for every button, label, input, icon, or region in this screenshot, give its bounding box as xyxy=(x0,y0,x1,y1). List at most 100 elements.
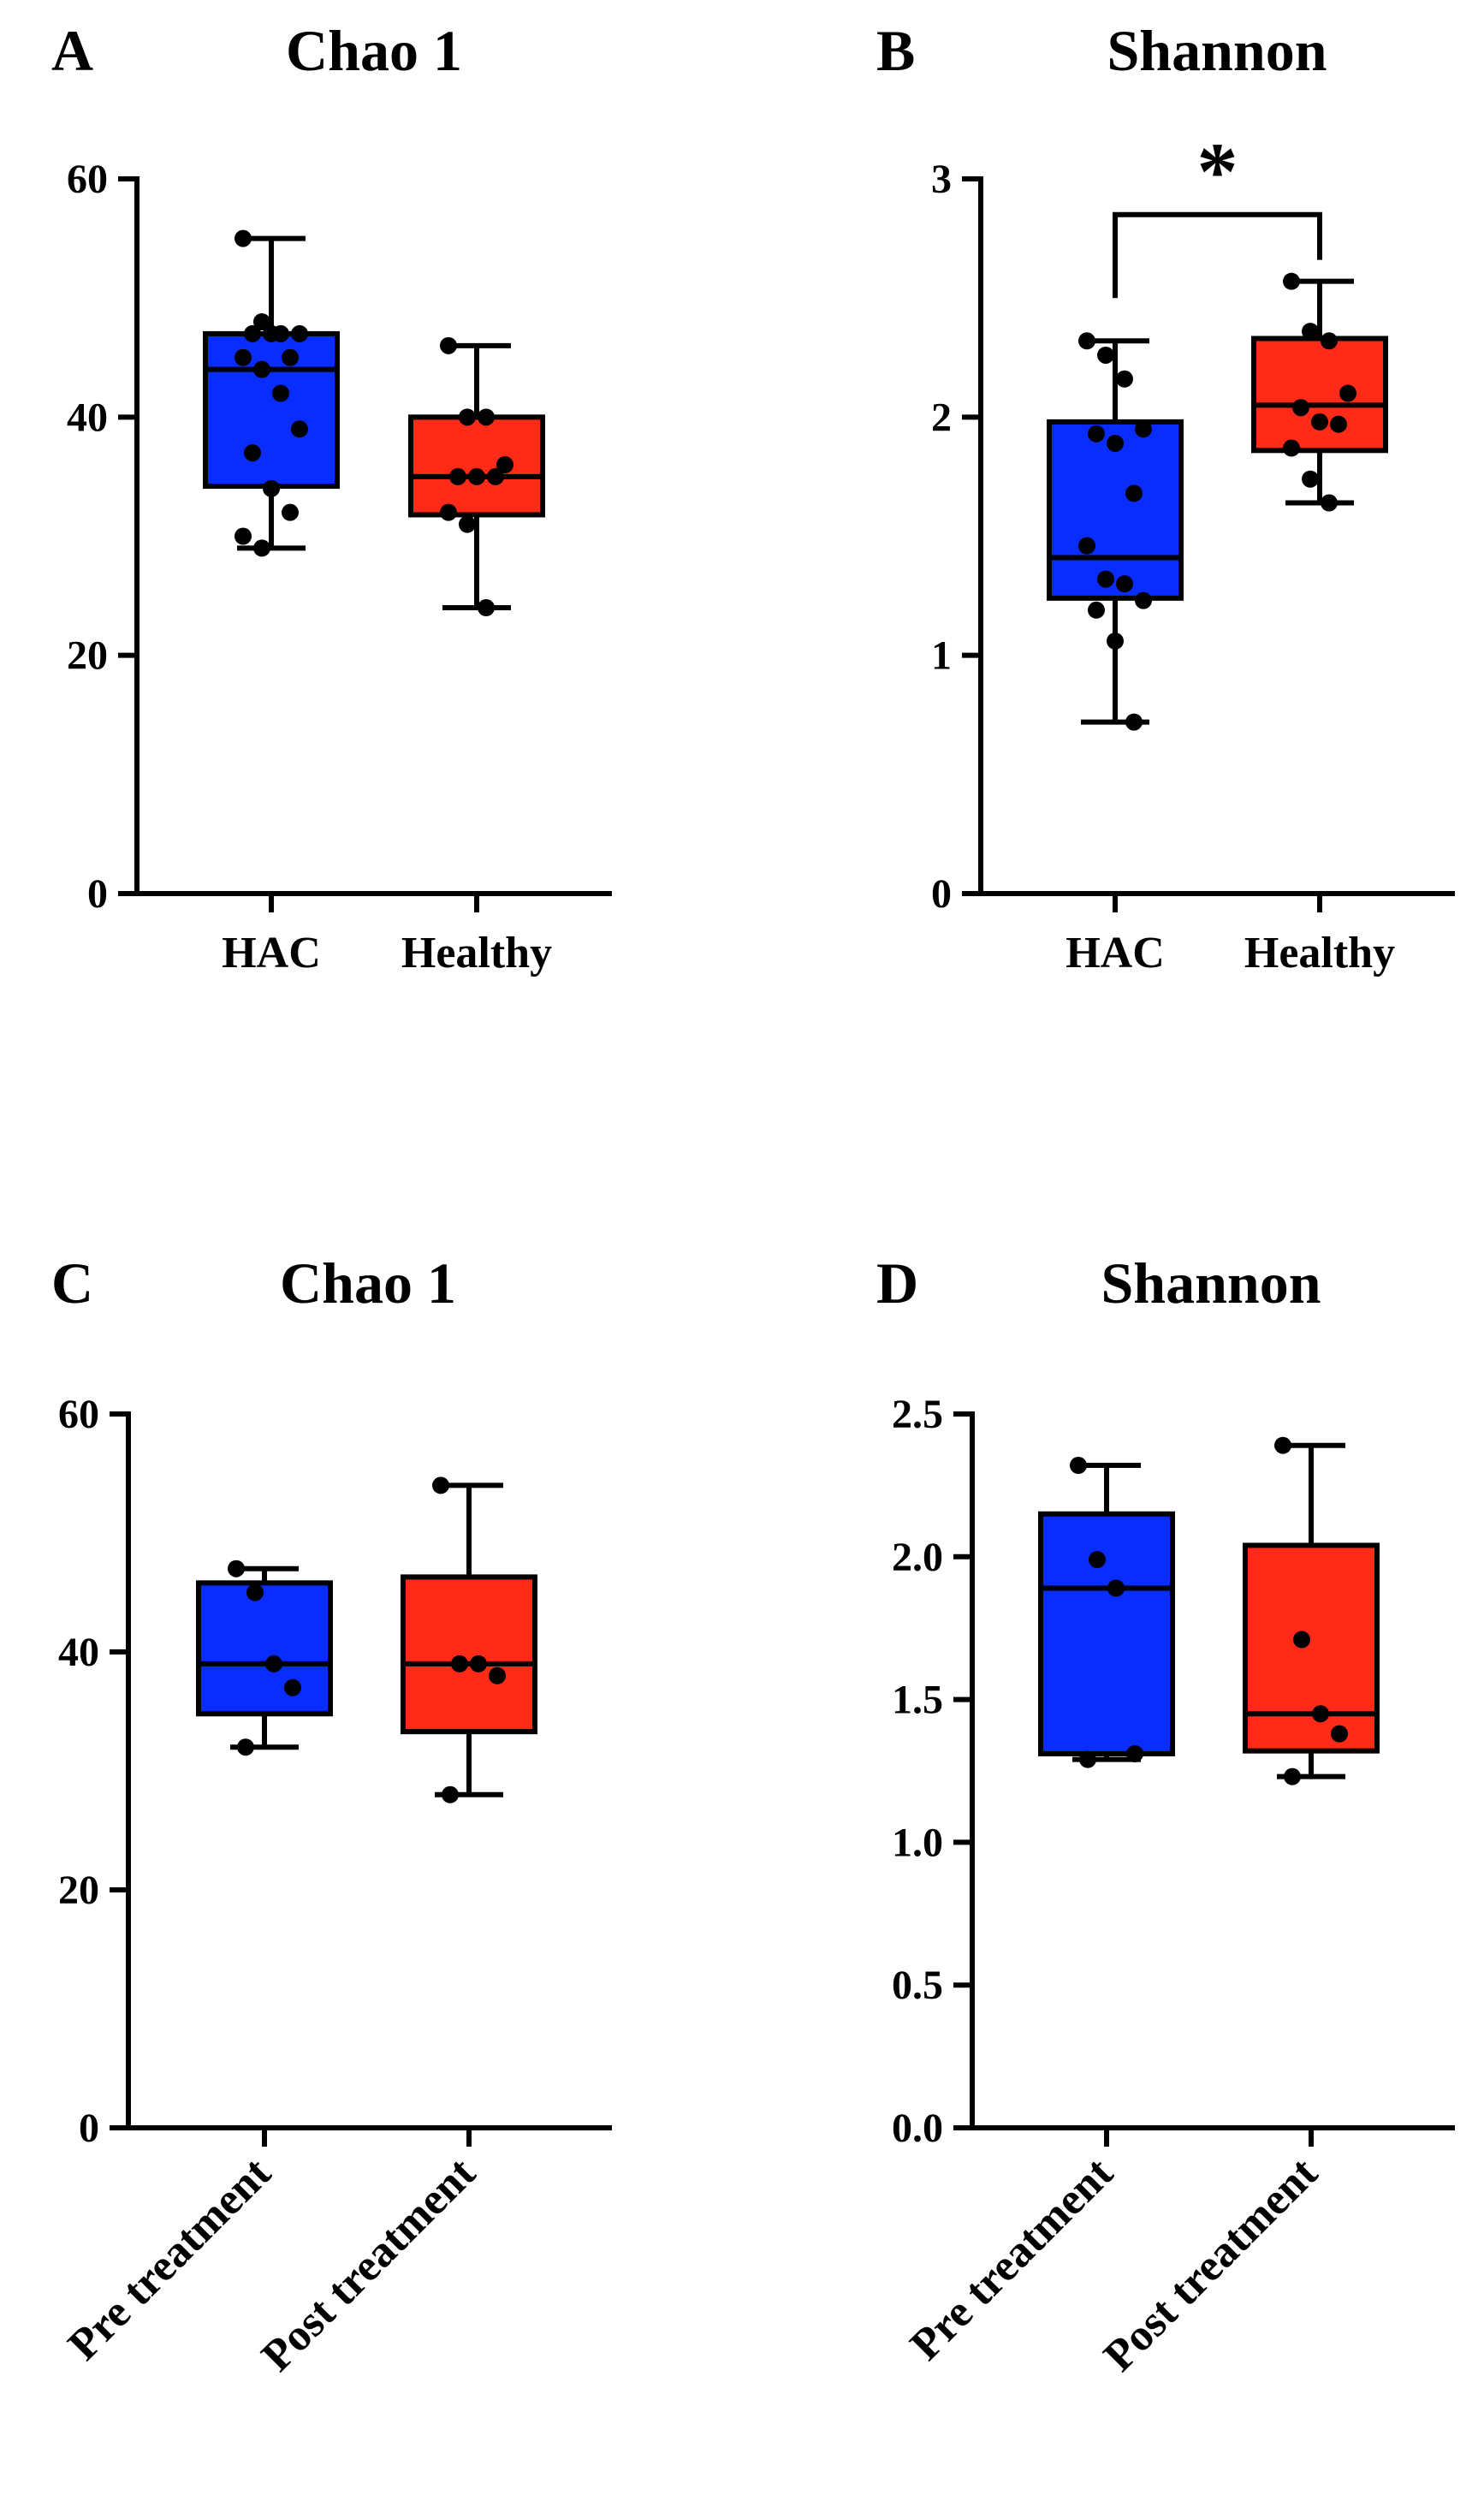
y-tick-label: 60 xyxy=(67,157,108,202)
data-point xyxy=(284,1678,301,1696)
data-point xyxy=(470,1655,487,1672)
significance-bracket xyxy=(1113,211,1322,299)
y-tick-label: 0 xyxy=(87,871,108,917)
y-tick-label: 1.0 xyxy=(892,1820,943,1865)
data-point xyxy=(1302,470,1319,488)
data-point xyxy=(1097,570,1114,588)
data-point xyxy=(253,313,270,330)
data-point xyxy=(468,467,485,485)
box-iqr xyxy=(1038,1511,1175,1756)
data-point xyxy=(478,599,495,616)
data-point xyxy=(282,348,299,366)
data-point xyxy=(1078,332,1095,350)
y-tick-label: 2 xyxy=(931,395,952,440)
chart-panel-d: D Shannon 0.0 0.5 1.0 1.5 2.0 2.5 Pre treatmentP… xyxy=(876,1251,1455,2381)
chart-panel-a: A Chao 1 0 20 40 60 HAC Healthy xyxy=(51,18,612,977)
box-pre-treatment: Pre treatment xyxy=(901,1457,1175,2370)
chart-title: Chao 1 xyxy=(286,18,462,83)
y-tick-label: 3 xyxy=(931,157,952,202)
x-tick-label: HAC xyxy=(222,929,321,977)
y-tick-label: 0.5 xyxy=(892,1963,943,2008)
panel-letter: C xyxy=(51,1251,93,1316)
data-point xyxy=(440,503,457,521)
data-point xyxy=(246,1583,264,1601)
box-pre-treatment: Pre treatment xyxy=(59,1559,333,2370)
y-tick-label: 1.5 xyxy=(892,1678,943,1723)
y-tick-label: 0 xyxy=(931,871,952,917)
data-point xyxy=(1070,1457,1087,1475)
data-point xyxy=(1302,323,1319,341)
data-point xyxy=(487,467,504,485)
data-point xyxy=(272,384,289,402)
data-point xyxy=(1079,1750,1096,1768)
data-point xyxy=(442,1785,459,1803)
data-point xyxy=(1088,601,1105,619)
data-point xyxy=(1116,575,1133,593)
x-tick-label: Healthy xyxy=(1244,929,1395,977)
box-iqr xyxy=(203,330,340,490)
data-point xyxy=(282,503,299,521)
y-tick-label: 2.0 xyxy=(892,1535,943,1580)
data-point xyxy=(1097,346,1114,364)
data-point xyxy=(234,348,252,366)
x-tick-label: Post treatment xyxy=(252,2148,485,2381)
box-hac: HAC xyxy=(1047,332,1184,977)
data-point xyxy=(1125,713,1143,731)
data-point xyxy=(244,444,261,462)
y-tick-label: 40 xyxy=(58,1630,99,1675)
box-iqr xyxy=(401,1574,537,1735)
y-tick-label: 1 xyxy=(931,633,952,679)
data-point xyxy=(496,456,513,473)
data-point xyxy=(459,408,476,426)
y-tick-label: 0 xyxy=(79,2106,99,2151)
data-point xyxy=(253,360,270,378)
data-point xyxy=(1330,415,1347,433)
data-point xyxy=(1293,1631,1310,1649)
data-point xyxy=(1321,332,1338,350)
data-point xyxy=(1107,1579,1125,1597)
data-point xyxy=(263,479,280,497)
data-point xyxy=(1089,1551,1106,1569)
data-point xyxy=(1274,1436,1291,1454)
data-point xyxy=(234,527,252,545)
data-point xyxy=(1311,413,1328,431)
y-tick-label: 40 xyxy=(67,395,108,440)
data-point xyxy=(1339,384,1356,402)
box-iqr xyxy=(1243,1542,1380,1754)
data-point xyxy=(1292,399,1309,417)
data-point xyxy=(440,336,457,354)
data-point xyxy=(478,408,495,426)
chart-title: Chao 1 xyxy=(280,1251,456,1316)
data-point xyxy=(1135,420,1152,438)
chart-panel-b: B Shannon 0 1 2 3 HAC Healthy * xyxy=(876,18,1455,977)
data-point xyxy=(1331,1725,1348,1743)
box-hac: HAC xyxy=(203,229,340,977)
panel-letter: B xyxy=(876,18,915,83)
box-healthy: Healthy xyxy=(1244,272,1395,977)
y-tick-label: 20 xyxy=(58,1868,99,1913)
data-point xyxy=(1125,484,1143,502)
data-point xyxy=(291,324,308,342)
data-point xyxy=(253,539,270,557)
panel-letter: A xyxy=(51,18,93,83)
panel-letter: D xyxy=(876,1251,918,1316)
data-point xyxy=(449,467,466,485)
y-tick-label: 2.5 xyxy=(892,1392,943,1437)
data-point xyxy=(451,1655,468,1672)
box-iqr xyxy=(196,1580,333,1717)
data-point xyxy=(237,1738,254,1756)
data-point xyxy=(1312,1705,1329,1723)
data-point xyxy=(432,1476,449,1494)
data-point xyxy=(1126,1744,1143,1762)
data-point xyxy=(1283,439,1300,457)
chart-title: Shannon xyxy=(1101,1251,1321,1316)
data-point xyxy=(1135,591,1152,609)
data-point xyxy=(1088,425,1105,443)
box-iqr xyxy=(1251,336,1388,454)
data-point xyxy=(459,515,476,533)
significance-star: * xyxy=(1197,126,1238,217)
x-tick-label: Healthy xyxy=(401,929,552,977)
chart-title: Shannon xyxy=(1107,18,1327,83)
